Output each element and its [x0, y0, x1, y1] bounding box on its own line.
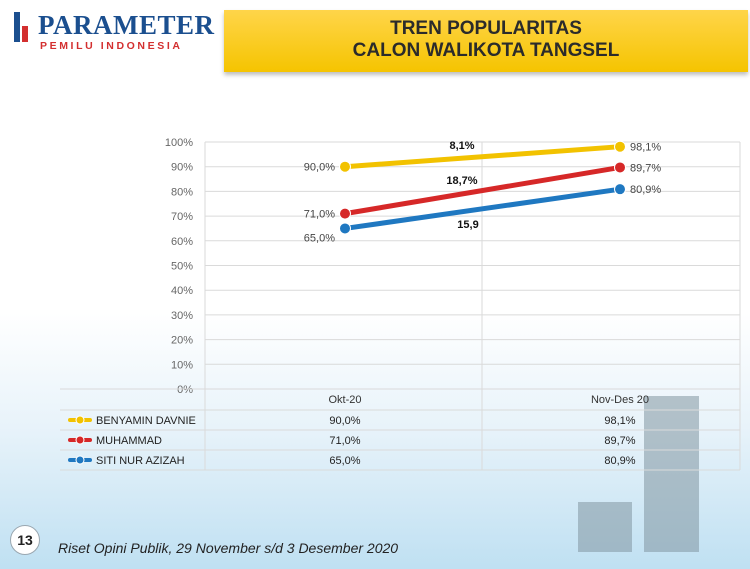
- source-note: Riset Opini Publik, 29 November s/d 3 De…: [58, 540, 399, 556]
- table-cell: 98,1%: [604, 415, 635, 427]
- y-tick-label: 90%: [171, 162, 193, 174]
- data-label: 80,9%: [630, 184, 661, 196]
- x-tick-label: Nov-Des 20: [591, 394, 649, 406]
- y-tick-label: 100%: [165, 137, 193, 149]
- y-tick-label: 30%: [171, 310, 193, 322]
- x-tick-label: Okt-20: [328, 394, 361, 406]
- y-tick-label: 70%: [171, 211, 193, 223]
- data-label: 65,0%: [304, 232, 335, 244]
- y-tick-label: 0%: [177, 384, 193, 396]
- logo-mark-icon: [14, 12, 28, 42]
- growth-label: 8,1%: [449, 140, 474, 152]
- logo-name: PARAMETER: [38, 10, 215, 40]
- data-point: [614, 140, 626, 153]
- growth-label: 15,9: [457, 219, 478, 231]
- title-line-1: TREN POPULARITAS: [390, 18, 582, 39]
- parameter-logo: PARAMETER PEMILU INDONESIA: [12, 10, 215, 52]
- title-banner: TREN POPULARITAS CALON WALIKOTA TANGSEL: [224, 10, 748, 72]
- table-cell: 90,0%: [329, 415, 360, 427]
- data-point: [614, 161, 626, 174]
- data-label: 89,7%: [630, 162, 661, 174]
- y-tick-label: 10%: [171, 359, 193, 371]
- data-label: 98,1%: [630, 142, 661, 154]
- data-point: [339, 160, 351, 173]
- legend-marker: [75, 415, 85, 425]
- page-number: 13: [10, 525, 40, 555]
- legend-marker: [75, 435, 85, 445]
- legend-marker: [75, 455, 85, 465]
- data-point: [614, 183, 626, 196]
- logo-subtitle: PEMILU INDONESIA: [40, 40, 183, 52]
- series-line-0: [342, 144, 623, 170]
- title-line-2: CALON WALIKOTA TANGSEL: [352, 40, 620, 61]
- table-cell: 80,9%: [604, 455, 635, 467]
- legend-label: BENYAMIN DAVNIE: [96, 415, 196, 427]
- data-point: [339, 207, 351, 220]
- legend-label: MUHAMMAD: [96, 435, 162, 447]
- y-tick-label: 50%: [171, 261, 193, 273]
- data-label: 90,0%: [304, 162, 335, 174]
- table-cell: 71,0%: [329, 435, 360, 447]
- y-tick-label: 60%: [171, 236, 193, 248]
- decorative-bar-short: [578, 502, 632, 552]
- y-tick-label: 20%: [171, 335, 193, 347]
- series-line-2: [342, 186, 623, 231]
- y-tick-label: 80%: [171, 186, 193, 198]
- series-line-1: [342, 164, 623, 217]
- growth-label: 18,7%: [446, 175, 477, 187]
- decorative-bar-tall: [644, 396, 699, 552]
- data-point: [339, 222, 351, 235]
- legend-label: SITI NUR AZIZAH: [96, 455, 185, 467]
- table-cell: 65,0%: [329, 455, 360, 467]
- data-label: 71,0%: [304, 209, 335, 221]
- table-cell: 89,7%: [604, 435, 635, 447]
- y-tick-label: 40%: [171, 285, 193, 297]
